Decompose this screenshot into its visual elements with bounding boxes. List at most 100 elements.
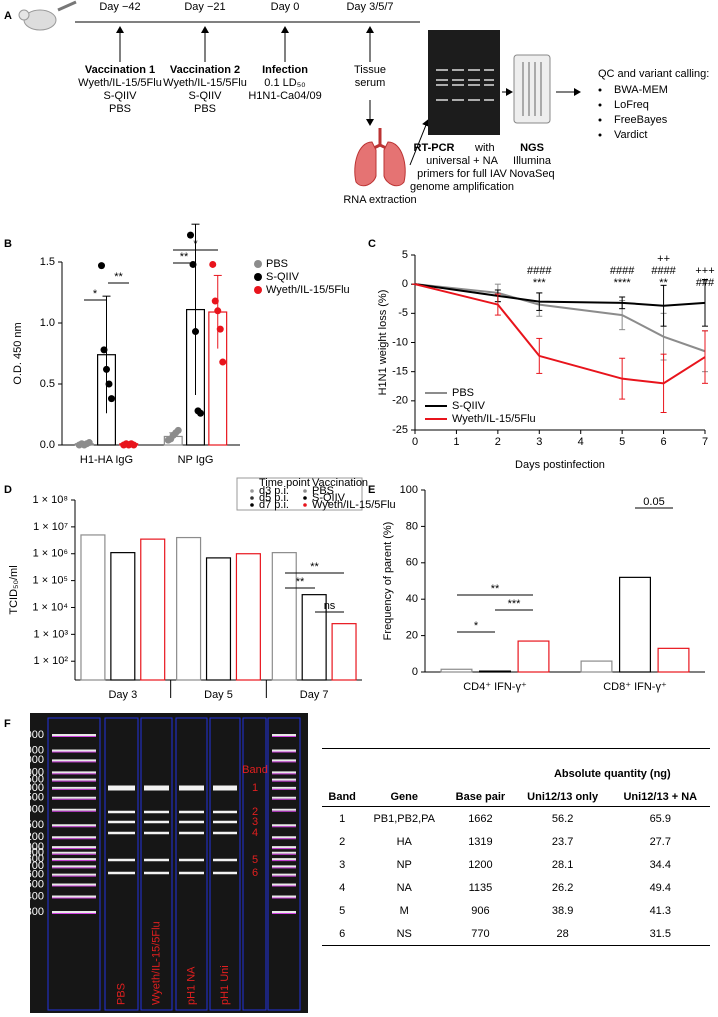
panel-label: F	[4, 718, 11, 730]
table-row: 1 PB1,PB2,PA 1662 56.2 65.9	[322, 807, 710, 831]
band-number: 4	[252, 827, 258, 839]
table-header-row: Band Gene Base pair Uni12/13 only Uni12/13 +…	[322, 783, 710, 807]
significance-label: ++	[657, 253, 670, 265]
lane-label: Wyeth/IL-15/5Flu	[150, 921, 162, 1005]
event-text: serum	[355, 77, 386, 89]
y-tick-label: 1.0	[40, 317, 55, 329]
significance-label: **	[659, 277, 668, 289]
ladder-label: 5000	[20, 754, 44, 766]
ladder-label: 700	[26, 860, 44, 872]
ngs-lanes	[522, 62, 542, 116]
flow-arrow	[409, 119, 430, 166]
legend-marker	[254, 273, 262, 281]
table-cell: PB1,PB2,PA	[373, 812, 436, 825]
x-tick-label: 4	[578, 436, 584, 448]
x-axis-label: Days postinfection	[515, 459, 605, 471]
y-tick-label: 1 × 10⁵	[33, 575, 68, 587]
significance-label: ####	[527, 265, 552, 277]
table-cell: 1135	[468, 881, 493, 894]
legend-label: Wyeth/IL-15/5Flu	[266, 284, 350, 296]
y-tick-label: 80	[406, 520, 418, 532]
table-cell: 65.9	[649, 812, 671, 825]
ladder-label: 500	[26, 878, 44, 890]
ladder-label: 900	[26, 847, 44, 859]
significance-label: **	[296, 576, 305, 588]
table-cell: 1319	[468, 835, 493, 848]
band-number: 2	[252, 806, 258, 818]
data-point	[197, 409, 204, 417]
x-tick-label: H1-HA IgG	[80, 454, 133, 466]
significance-label: **	[491, 583, 500, 595]
data-point	[187, 231, 194, 239]
legend-label: S-QIIV	[312, 492, 346, 504]
gel-thumbnail	[428, 30, 500, 135]
panel-label: D	[4, 484, 12, 496]
x-tick-label: 7	[702, 436, 708, 448]
bullet	[598, 88, 602, 92]
bullet	[598, 103, 602, 107]
bar	[176, 536, 202, 681]
legend-box	[236, 477, 363, 511]
x-tick-label: 6	[661, 436, 667, 448]
x-tick-label: NP IgG	[178, 454, 214, 466]
table-cell: NS	[362, 922, 447, 946]
y-tick-label: 1 × 10⁸	[32, 494, 68, 506]
legend-label: S-QIIV	[266, 271, 300, 283]
qc-title: QC and variant calling:	[598, 68, 709, 80]
data-point	[189, 260, 197, 268]
band-title: Band	[242, 764, 268, 776]
y-tick-label: 0.0	[40, 439, 55, 451]
lane-outline	[140, 717, 173, 1011]
significance-label: ***	[533, 277, 547, 289]
data-point	[130, 441, 138, 449]
table-cell: 2	[339, 835, 346, 848]
table-cell: 1	[339, 812, 346, 825]
table-cell	[446, 748, 515, 783]
significance-label: 0.05	[643, 496, 664, 508]
table-cell: Band	[322, 783, 363, 807]
quantity-table: Absolute quantity (ng) Band Gene Base pair…	[322, 748, 710, 946]
y-tick-label: -15	[392, 366, 408, 378]
lung-right	[383, 141, 406, 187]
x-tick-label: 5	[619, 436, 625, 448]
data-point	[214, 307, 222, 315]
ladder-label: 1500	[20, 819, 44, 831]
ladder-label: 600	[26, 869, 44, 881]
ladder-label: 300	[26, 906, 44, 918]
ladder-label: 8000	[20, 729, 44, 741]
table-cell: 38.9	[551, 904, 574, 917]
band-number: 3	[252, 816, 258, 828]
legend-title: Vaccination	[312, 477, 368, 489]
data-point	[105, 380, 113, 388]
significance-label: **	[114, 271, 123, 283]
table-row: 6 NS 770 28 31.5	[322, 922, 710, 946]
bar	[271, 552, 297, 681]
x-tick-label: Day 3	[108, 689, 137, 701]
bullet	[598, 118, 602, 122]
x-tick-label: 1	[453, 436, 459, 448]
data-line	[414, 283, 706, 385]
table-cell: 28.1	[551, 858, 574, 871]
event-text: 0.1 LD₅₀	[264, 77, 305, 89]
panel-label: C	[368, 238, 376, 250]
event-text: Tissue	[354, 64, 386, 76]
lung-left	[354, 141, 377, 187]
event-text: S-QIIV	[103, 90, 137, 102]
x-tick-label: CD4⁺ IFN-γ⁺	[463, 681, 527, 693]
table-cell: Uni12/13 only	[514, 783, 611, 807]
lane-label: pH1 NA	[185, 966, 197, 1005]
x-tick-label: 2	[495, 436, 501, 448]
y-tick-label: 1 × 10⁶	[33, 548, 68, 560]
data-point	[98, 262, 105, 270]
table-cell: 49.4	[649, 881, 671, 894]
x-tick-label: Day 7	[300, 689, 329, 701]
rt-pcr-text: primers for full IAV	[417, 168, 507, 180]
ladder-label: 1000	[20, 841, 44, 853]
y-tick-label: 0	[402, 278, 408, 290]
lane-outline	[104, 717, 139, 1011]
table-cell: 23.7	[551, 835, 574, 848]
rna-extraction: RNA extraction	[343, 194, 416, 206]
data-point	[100, 346, 108, 354]
legend-marker	[303, 496, 307, 500]
y-tick-label: -20	[392, 395, 408, 407]
